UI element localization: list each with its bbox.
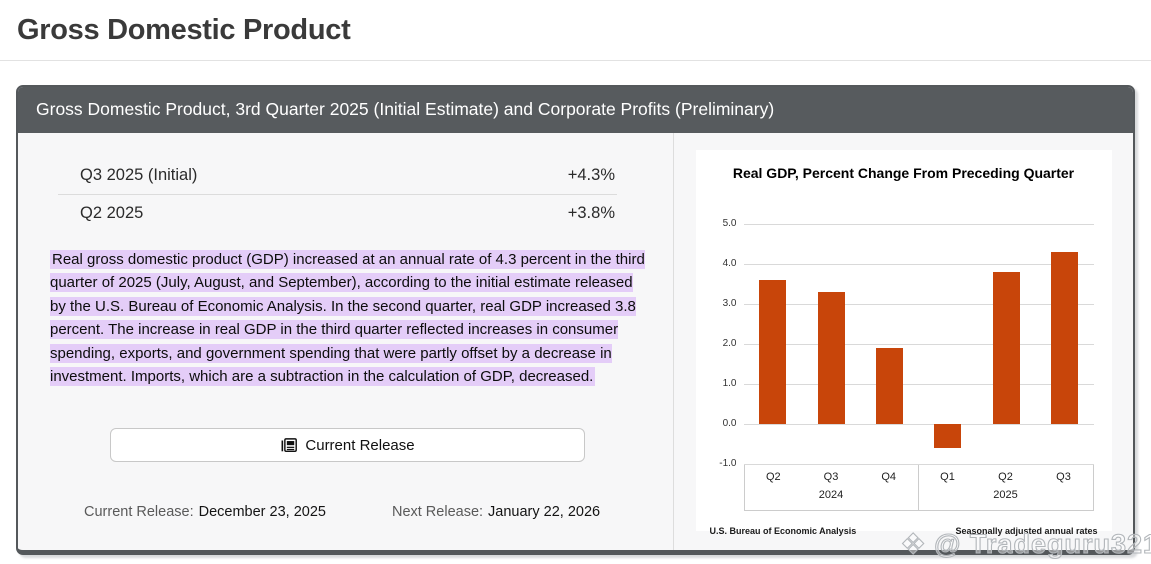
- y-axis-tick-label: -1.0: [719, 458, 737, 469]
- x-axis-year-label: 2025: [993, 489, 1018, 501]
- x-axis-year-group: Q2 Q3 Q4 2024: [743, 464, 919, 510]
- chart-column: Real GDP, Percent Change From Preceding …: [674, 133, 1133, 550]
- x-axis-year-group: Q1 Q2 Q3 2025: [919, 464, 1094, 510]
- release-summary-column: Q3 2025 (Initial) +4.3% Q2 2025 +3.8% Re…: [18, 133, 674, 550]
- card-header-title: Gross Domestic Product, 3rd Quarter 2025…: [18, 87, 1133, 133]
- newspaper-icon: [280, 436, 298, 454]
- gdp-bar-chart: Real GDP, Percent Change From Preceding …: [695, 150, 1112, 536]
- quarter-value: +3.8%: [567, 204, 615, 222]
- chart-adjustment-note: Seasonally adjusted annual rates: [955, 526, 1098, 536]
- x-axis-quarter-label: Q3: [823, 471, 839, 483]
- page-title: Gross Domestic Product: [17, 14, 351, 46]
- watermark: ❖ @ Tradeguru321: [900, 527, 1151, 562]
- current-release-button[interactable]: Current Release: [110, 428, 585, 463]
- gridline: [743, 464, 1094, 465]
- bar-q2: [759, 280, 787, 424]
- quarter-stats-table: Q3 2025 (Initial) +4.3% Q2 2025 +3.8%: [58, 157, 617, 232]
- y-axis-tick-label: 3.0: [722, 298, 737, 309]
- diamond-logo-icon: ❖: [900, 528, 928, 561]
- current-release-button-label: Current Release: [305, 436, 415, 454]
- quarter-label: Q3 2025 (Initial): [80, 166, 198, 184]
- next-release-label: Next Release:: [391, 504, 484, 521]
- x-axis-quarter-label: Q1: [940, 471, 955, 483]
- current-release-date: Current Release: December 23, 2025: [84, 504, 326, 520]
- gridline: [743, 264, 1094, 265]
- current-release-label: Current Release:: [84, 504, 194, 521]
- title-divider: [0, 60, 1151, 61]
- y-axis-tick-label: 0.0: [722, 418, 737, 429]
- x-axis-year-label: 2024: [818, 489, 844, 501]
- watermark-text: @ Tradeguru321: [934, 528, 1151, 559]
- x-axis-quarter-label: Q2: [765, 471, 781, 483]
- table-row: Q3 2025 (Initial) +4.3%: [58, 157, 617, 195]
- bar-q4: [875, 348, 903, 424]
- y-axis-tick-label: 5.0: [722, 218, 737, 229]
- gridline: [743, 344, 1094, 345]
- gdp-release-card: Gross Domestic Product, 3rd Quarter 2025…: [16, 85, 1135, 555]
- next-release-date: Next Release: January 22, 2026: [392, 504, 600, 520]
- chart-plot: 5.0 4.0 3.0 2.0 1.0 0.0 -1.0: [719, 218, 1094, 469]
- x-axis-quarter-label: Q4: [881, 471, 897, 483]
- chart-source-note: U.S. Bureau of Economic Analysis: [709, 526, 857, 536]
- highlighted-summary-text: Real gross domestic product (GDP) increa…: [50, 250, 645, 386]
- chart-x-axis: Q2 Q3 Q4 2024 Q1 Q2 Q3 2025: [743, 464, 1094, 511]
- x-axis-quarter-label: Q2: [998, 471, 1013, 483]
- y-axis-tick-label: 2.0: [722, 338, 737, 349]
- x-axis-quarter-label: Q3: [1056, 471, 1071, 483]
- gridline: [743, 224, 1094, 225]
- gridline: [743, 384, 1094, 385]
- bar-q3: [1050, 252, 1078, 424]
- bar-q1: [934, 424, 962, 448]
- quarter-value: +4.3%: [567, 166, 615, 184]
- chart-footnotes: U.S. Bureau of Economic Analysis Seasona…: [710, 526, 1098, 536]
- card-body: Q3 2025 (Initial) +4.3% Q2 2025 +3.8% Re…: [18, 133, 1133, 550]
- current-release-value: December 23, 2025: [198, 504, 326, 521]
- table-row: Q2 2025 +3.8%: [58, 195, 617, 232]
- y-axis-tick-label: 1.0: [722, 378, 737, 389]
- gridline: [743, 424, 1094, 425]
- release-dates-row: Current Release: December 23, 2025 Next R…: [84, 504, 649, 520]
- next-release-value: January 22, 2026: [488, 504, 601, 521]
- gdp-summary-paragraph: Real gross domestic product (GDP) increa…: [50, 248, 647, 388]
- y-axis-tick-label: 4.0: [722, 258, 737, 269]
- gridline: [743, 304, 1094, 305]
- bar-q3: [817, 292, 845, 424]
- quarter-label: Q2 2025: [80, 204, 144, 222]
- bar-q2: [992, 272, 1020, 424]
- chart-title: Real GDP, Percent Change From Preceding …: [732, 165, 1075, 181]
